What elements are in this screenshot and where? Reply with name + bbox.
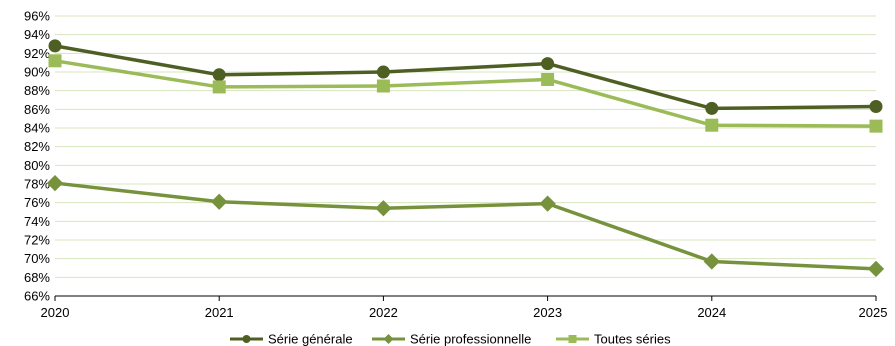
y-tick-label: 82% bbox=[24, 139, 50, 154]
legend-item-2: Toutes séries bbox=[556, 332, 671, 346]
y-tick-label: 92% bbox=[24, 46, 50, 61]
y-tick-label: 68% bbox=[24, 270, 50, 285]
data-point bbox=[869, 100, 883, 114]
y-tick-label: 88% bbox=[24, 83, 50, 98]
y-tick-label: 80% bbox=[24, 158, 50, 173]
data-point bbox=[375, 200, 392, 217]
series-line bbox=[54, 181, 877, 271]
y-axis-ticks: 66% 68% 70% 72% 74% 76% 78% 80% 82% 84% 86% 88% 90% 9… bbox=[24, 9, 50, 304]
legend-item-0: Série générale bbox=[230, 332, 353, 346]
y-tick-label: 86% bbox=[24, 102, 50, 117]
series-2 bbox=[48, 54, 883, 133]
data-point bbox=[541, 57, 555, 71]
data-point bbox=[46, 174, 64, 192]
series-layer bbox=[46, 39, 885, 278]
data-point bbox=[539, 195, 556, 212]
legend-marker bbox=[568, 335, 577, 343]
x-tick-label: 2025 bbox=[859, 305, 888, 320]
data-point bbox=[212, 68, 226, 82]
x-tick-label: 2023 bbox=[533, 305, 562, 320]
y-tick-label: 78% bbox=[24, 177, 50, 192]
y-tick-label: 96% bbox=[24, 9, 50, 24]
legend-marker bbox=[242, 335, 251, 343]
series-1 bbox=[46, 174, 885, 278]
x-tick-label: 2020 bbox=[41, 305, 70, 320]
legend: Série générale Série professionnelle Toute… bbox=[230, 332, 671, 346]
y-tick-label: 76% bbox=[24, 195, 50, 210]
data-point bbox=[541, 72, 555, 86]
data-point bbox=[705, 118, 719, 132]
y-tick-label: 84% bbox=[24, 121, 50, 136]
data-point bbox=[376, 79, 390, 93]
y-tick-label: 90% bbox=[24, 65, 50, 80]
y-tick-label: 70% bbox=[24, 251, 50, 266]
y-tick-label: 74% bbox=[24, 214, 50, 229]
legend-item-1: Série professionnelle bbox=[372, 332, 531, 346]
gridlines bbox=[55, 15, 876, 278]
y-tick-label: 94% bbox=[24, 27, 50, 42]
x-tick-label: 2021 bbox=[205, 305, 234, 320]
data-point bbox=[48, 39, 62, 53]
x-tick-label: 2024 bbox=[697, 305, 726, 320]
series-line bbox=[54, 59, 877, 128]
data-point bbox=[867, 260, 885, 278]
legend-label: Toutes séries bbox=[594, 332, 671, 346]
x-tick-label: 2022 bbox=[369, 305, 398, 320]
series-0 bbox=[48, 39, 883, 115]
data-point bbox=[212, 80, 226, 94]
data-point bbox=[869, 119, 883, 133]
data-point bbox=[376, 65, 390, 79]
y-tick-label: 66% bbox=[24, 289, 50, 304]
data-point bbox=[705, 101, 719, 115]
legend-label: Série professionnelle bbox=[410, 332, 531, 346]
y-tick-label: 72% bbox=[24, 233, 50, 248]
data-point bbox=[211, 193, 228, 210]
data-point bbox=[48, 54, 62, 68]
x-axis-ticks: 2020 2021 2022 2023 2024 2025 bbox=[41, 296, 888, 320]
data-point bbox=[703, 253, 720, 270]
legend-marker bbox=[383, 334, 394, 344]
legend-label: Série générale bbox=[268, 332, 353, 346]
series-line bbox=[54, 44, 877, 111]
